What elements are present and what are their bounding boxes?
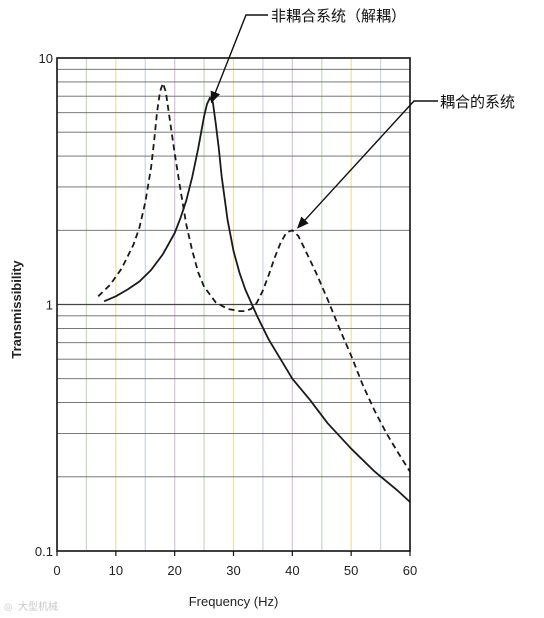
- watermark-text: 大型机械: [18, 600, 58, 613]
- y-tick-label: 10: [39, 51, 53, 66]
- x-tick-label: 50: [344, 563, 358, 578]
- watermark: ◎ 大型机械: [4, 600, 58, 613]
- y-tick-label: 1: [46, 298, 53, 313]
- x-axis-label: Frequency (Hz): [189, 594, 279, 609]
- annotation-arrow-1: [296, 100, 438, 229]
- watermark-icon: ◎: [4, 602, 13, 613]
- annotation-arrow-0: [210, 14, 268, 104]
- grid: [57, 58, 410, 551]
- x-tick-label: 10: [109, 563, 123, 578]
- series-line-1: [97, 82, 411, 473]
- annotation-label-0: 非耦合系统（解耦）: [271, 7, 406, 25]
- x-tick-label: 0: [53, 563, 60, 578]
- y-tick-label: 0.1: [35, 544, 53, 559]
- x-tick-label: 40: [285, 563, 299, 578]
- series-line-0: [103, 96, 411, 503]
- series-group: [97, 82, 411, 503]
- annotations: 非耦合系统（解耦） 耦合的系统: [210, 7, 515, 229]
- x-tick-label: 30: [226, 563, 240, 578]
- annotation-label-1: 耦合的系统: [440, 93, 515, 111]
- y-axis-label: Transmissibility: [9, 260, 24, 359]
- x-tick-label: 20: [167, 563, 181, 578]
- x-tick-label: 60: [403, 563, 417, 578]
- axes: 0 10 20 30 40 50 60 0.1 1 10 Frequency (Hz) Transmi…: [9, 51, 417, 609]
